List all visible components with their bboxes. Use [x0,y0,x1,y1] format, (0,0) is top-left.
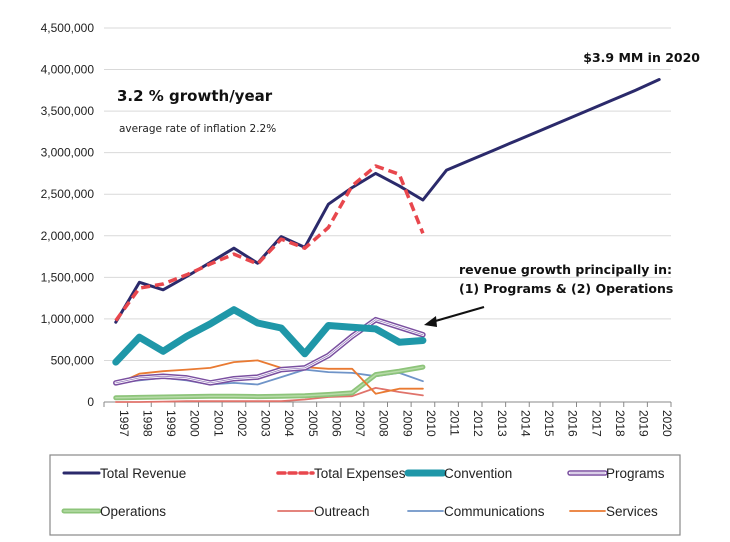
legend-item: Services [569,504,658,519]
arrow-icon [424,305,485,327]
legend-label: Outreach [314,504,370,519]
y-tick-label: 3,500,000 [41,104,95,118]
x-tick-label: 2005 [306,410,320,437]
x-tick-label: 2008 [377,410,391,437]
x-tick-label: 2012 [471,410,485,437]
x-tick-label: 2010 [424,410,438,437]
growth-note-line2: (1) Programs & (2) Operations [459,281,673,296]
series-line [112,306,427,366]
y-tick-label: 4,000,000 [41,63,95,77]
series-total-revenue [114,78,661,324]
x-tick-label: 2014 [518,410,532,437]
x-tick-label: 2015 [542,410,556,437]
legend-label: Total Expenses [314,466,406,481]
inflation-annotation: average rate of inflation 2.2% [119,123,276,135]
legend-label: Operations [100,504,166,519]
legend-label: Total Revenue [100,466,186,481]
y-tick-label: 0 [87,395,94,409]
x-tick-label: 2003 [259,410,273,437]
gridlines [104,27,671,361]
growth-note-line1: revenue growth principally in: [459,262,672,277]
legend-label: Services [606,504,658,519]
legend-item: Communications [407,504,545,519]
x-tick-label: 2011 [448,410,462,436]
legend-label: Programs [606,466,665,481]
x-tick-label: 2013 [495,410,509,437]
y-tick-label: 2,000,000 [41,229,95,243]
y-tick-label: 2,500,000 [41,187,95,201]
projection-annotation: $3.9 MM in 2020 [583,50,700,65]
x-tick-label: 2009 [400,410,414,437]
x-tick-label: 1997 [117,410,131,437]
growth-annotation: 3.2 % growth/year [117,87,273,105]
y-tick-label: 1,500,000 [41,270,95,284]
series-line [115,366,424,399]
series-line [114,164,425,322]
legend-item: Outreach [277,504,370,519]
series-line [114,78,661,324]
legend-item: Total Revenue [62,466,186,481]
x-tick-label: 2019 [637,410,651,437]
x-tick-label: 2018 [613,410,627,437]
series-lines [112,78,661,403]
y-tick-label: 3,000,000 [41,146,95,160]
legend-item: Operations [61,504,166,519]
legend-item: Total Expenses [276,466,406,481]
y-tick-label: 1,000,000 [41,312,95,326]
legend-item: Convention [404,466,512,481]
y-tick-label: 4,500,000 [41,21,95,35]
legend: Total Revenue Total Expenses Convention Pro… [49,454,681,536]
series-convention [112,306,427,366]
x-tick-label: 2002 [235,410,249,437]
legend-item: Programs [567,466,665,481]
legend-label: Communications [444,504,545,519]
series-line [115,319,424,384]
x-axis: 1997 1998 1999 2000 2001 2002 2003 2004 2005 2006… [103,401,674,437]
y-tick-label: 500,000 [51,353,95,367]
series-line [114,359,424,395]
legend-label: Convention [444,466,512,481]
x-tick-label: 2006 [329,410,343,437]
x-tick-label: 2017 [589,410,603,437]
x-tick-label: 1999 [164,410,178,437]
x-tick-label: 2001 [211,410,225,437]
x-tick-label: 2007 [353,410,367,437]
legend-box [49,454,681,536]
x-tick-label: 2016 [566,410,580,437]
series-services [114,359,424,395]
series-total-expenses [114,164,425,322]
x-tick-label: 2020 [660,410,674,437]
series-operations [113,364,426,401]
x-tick-label: 2004 [282,410,296,437]
x-tick-label: 2000 [188,410,202,437]
series-programs [113,316,426,386]
x-tick-label: 1998 [140,410,154,437]
y-axis-ticks: 0 500,000 1,000,000 1,500,000 2,000,000 2,500… [41,21,95,409]
